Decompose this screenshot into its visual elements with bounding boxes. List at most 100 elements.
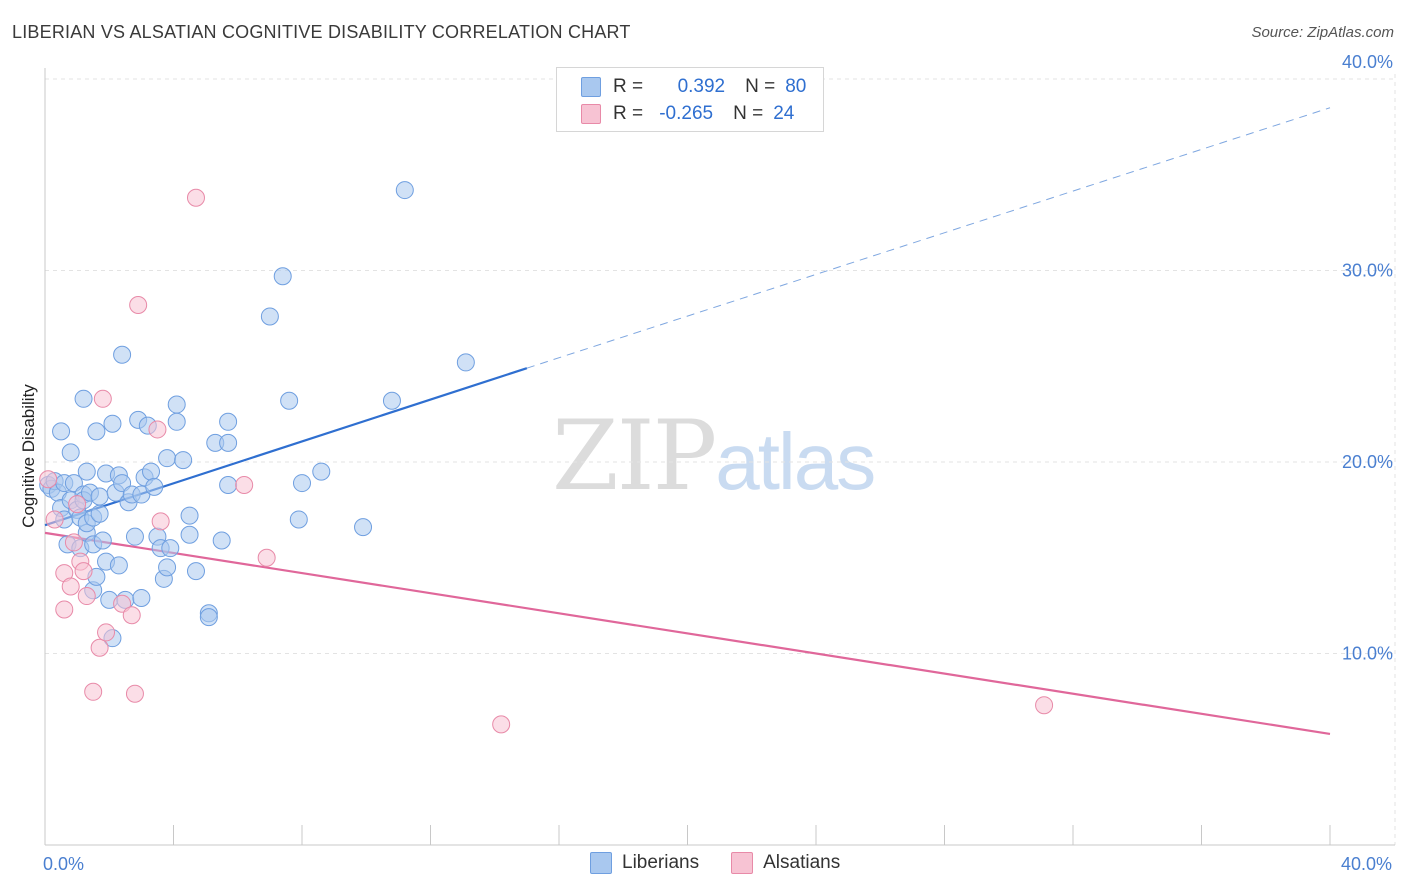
point-liberians — [158, 449, 177, 468]
legend-n-label: N = — [745, 76, 776, 97]
point-alsatians — [68, 495, 87, 514]
point-alsatians — [148, 420, 167, 439]
point-alsatians — [125, 684, 144, 703]
point-alsatians — [492, 715, 511, 734]
legend-label-alsatians: Alsatians — [763, 852, 841, 873]
y-tick-label: 40.0% — [1342, 52, 1393, 72]
legend-swatch-alsatians — [731, 852, 754, 874]
point-liberians — [93, 531, 112, 550]
correlation-legend: R = 0.392 N = 80 R = -0.265 N = 24 — [556, 67, 824, 132]
legend-swatch-liberians — [590, 852, 612, 874]
point-liberians — [312, 462, 331, 481]
point-liberians — [158, 558, 177, 577]
point-liberians — [273, 267, 292, 286]
x-tick-label: 0.0% — [43, 854, 84, 874]
point-liberians — [293, 474, 311, 493]
point-liberians — [142, 462, 161, 481]
point-liberians — [167, 395, 186, 414]
legend-r-value: -0.265 — [659, 103, 714, 124]
trendline-alsatians — [44, 531, 1331, 736]
legend-item-liberians: Liberians — [590, 852, 699, 874]
point-liberians — [456, 353, 475, 372]
point-alsatians — [64, 533, 83, 552]
x-tick-label: 40.0% — [1341, 854, 1392, 874]
point-liberians — [186, 562, 205, 581]
point-alsatians — [151, 512, 170, 531]
point-liberians — [132, 588, 151, 607]
point-liberians — [113, 345, 132, 364]
point-liberians — [109, 556, 128, 575]
point-liberians — [260, 307, 279, 326]
legend-r-label: R = — [613, 103, 644, 124]
point-liberians — [77, 462, 96, 481]
series-legend: Liberians Alsatians — [590, 852, 872, 874]
point-liberians — [219, 412, 238, 431]
watermark: ZIPatlas — [552, 400, 876, 512]
y-tick-label: 30.0% — [1342, 261, 1393, 281]
legend-label-liberians: Liberians — [622, 852, 700, 873]
point-alsatians — [129, 295, 148, 314]
point-alsatians — [93, 389, 112, 408]
point-alsatians — [257, 548, 276, 567]
point-liberians — [125, 527, 144, 546]
point-liberians — [219, 433, 238, 452]
point-liberians — [87, 422, 106, 441]
y-tick-label: 10.0% — [1342, 644, 1393, 664]
point-liberians — [180, 525, 199, 544]
point-liberians — [103, 414, 122, 433]
watermark-zip: ZIP — [552, 400, 717, 512]
point-alsatians — [74, 562, 93, 581]
trendline-liberians — [44, 367, 528, 527]
point-liberians — [289, 510, 308, 529]
point-alsatians — [97, 623, 116, 642]
point-alsatians — [1035, 696, 1054, 715]
point-alsatians — [186, 188, 205, 207]
point-alsatians — [45, 510, 64, 529]
trendline-liberians — [526, 107, 1331, 369]
point-alsatians — [122, 606, 141, 625]
source-label: Source: ZipAtlas.com — [1251, 24, 1394, 41]
legend-swatch-liberians — [581, 77, 601, 97]
axes — [44, 68, 1395, 846]
point-liberians — [90, 487, 109, 506]
point-liberians — [52, 422, 71, 441]
point-liberians — [174, 451, 193, 470]
point-alsatians — [235, 475, 254, 494]
tick-labels: 10.0% 20.0% 30.0% 40.0% 0.0% 40.0% — [43, 52, 1393, 874]
point-liberians — [219, 475, 238, 494]
point-alsatians — [55, 600, 74, 619]
point-liberians — [199, 608, 218, 627]
point-liberians — [354, 518, 373, 537]
point-liberians — [90, 504, 109, 523]
legend-swatch-alsatians — [581, 104, 601, 124]
point-alsatians — [61, 577, 80, 596]
point-alsatians — [77, 587, 96, 606]
point-liberians — [145, 477, 164, 496]
point-liberians — [161, 539, 180, 558]
point-liberians — [280, 391, 299, 410]
legend-n-label: N = — [733, 103, 764, 124]
legend-r-value: 0.392 — [677, 76, 726, 97]
chart-title: LIBERIAN VS ALSATIAN COGNITIVE DISABILIT… — [12, 22, 631, 42]
trendlines — [44, 107, 1331, 736]
legend-row-alsatians: R = -0.265 N = 24 — [581, 101, 794, 127]
point-alsatians — [39, 470, 58, 489]
point-liberians — [382, 391, 401, 410]
point-liberians — [212, 531, 231, 550]
legend-row-liberians: R = 0.392 N = 80 — [581, 74, 806, 100]
point-liberians — [113, 474, 132, 493]
data-points — [39, 181, 1054, 734]
point-alsatians — [113, 594, 132, 613]
point-liberians — [74, 389, 93, 408]
y-axis-title: Cognitive Disability — [19, 384, 38, 528]
legend-n-value: 24 — [773, 103, 795, 124]
point-liberians — [61, 443, 80, 462]
point-liberians — [180, 506, 199, 525]
legend-n-value: 80 — [785, 76, 807, 97]
point-liberians — [167, 412, 186, 431]
legend-r-label: R = — [613, 76, 644, 97]
point-liberians — [64, 474, 83, 493]
y-tick-label: 20.0% — [1342, 452, 1393, 472]
legend-item-alsatians: Alsatians — [731, 852, 840, 874]
